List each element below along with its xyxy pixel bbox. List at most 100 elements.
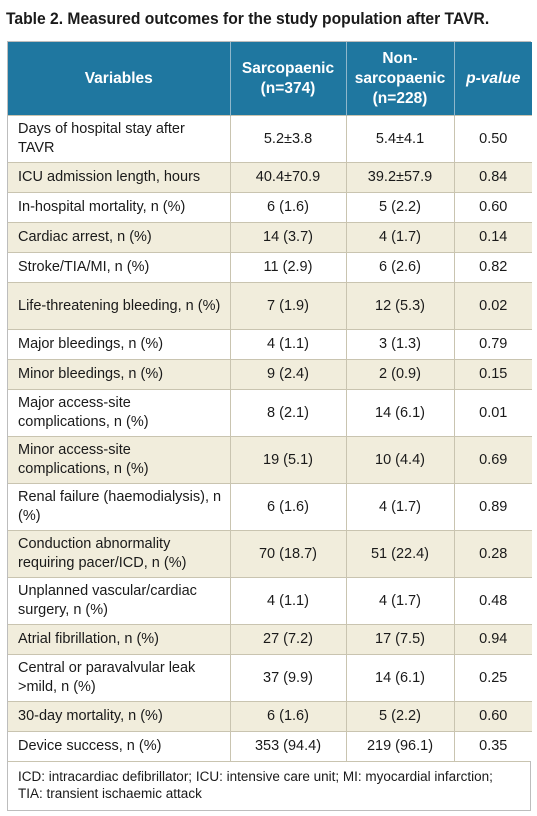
cell-p-value: 0.89	[453, 483, 532, 531]
cell-sarcopaenic: 6 (1.6)	[229, 483, 346, 531]
cell-sarcopaenic: 353 (94.4)	[229, 731, 346, 761]
header-non-label: sarcopaenic	[354, 69, 446, 87]
cell-sarcopaenic: 8 (2.1)	[229, 389, 346, 437]
table-row: 30-day mortality, n (%) 6 (1.6) 5 (2.2) 0.6…	[8, 701, 532, 732]
cell-sarcopaenic: 27 (7.2)	[229, 624, 346, 655]
cell-sarcopaenic: 37 (9.9)	[229, 654, 346, 702]
cell-variable: Atrial fibrillation, n (%)	[8, 624, 230, 655]
header-sarcopaenic: Sarcopaenic (n=374)	[229, 42, 346, 116]
cell-sarcopaenic: 19 (5.1)	[229, 436, 346, 484]
header-variables: Variables	[8, 42, 230, 116]
header-non-prefix: Non-	[382, 49, 418, 67]
cell-non-sarcopaenic: 3 (1.3)	[345, 329, 454, 360]
table-row: Life-threatening bleeding, n (%) 7 (1.9) 1…	[8, 282, 532, 330]
cell-p-value: 0.14	[453, 222, 532, 253]
cell-variable: Days of hospital stay after TAVR	[8, 115, 230, 163]
outcomes-table-container: Variables Sarcopaenic (n=374) Non- sarco…	[7, 41, 532, 811]
table-row: Unplanned vascular/cardiac surgery, n (%…	[8, 577, 532, 625]
cell-p-value: 0.50	[453, 115, 532, 163]
cell-non-sarcopaenic: 219 (96.1)	[345, 731, 454, 761]
cell-variable: Central or paravalvular leak >mild, n (%…	[8, 654, 230, 702]
outcomes-table: Variables Sarcopaenic (n=374) Non- sarco…	[8, 42, 532, 761]
cell-sarcopaenic: 6 (1.6)	[229, 701, 346, 732]
cell-sarcopaenic: 14 (3.7)	[229, 222, 346, 253]
cell-variable: Major bleedings, n (%)	[8, 329, 230, 360]
table-row: Central or paravalvular leak >mild, n (%…	[8, 654, 532, 702]
table-row: Major bleedings, n (%) 4 (1.1) 3 (1.3) 0.79	[8, 329, 532, 360]
cell-variable: Minor bleedings, n (%)	[8, 359, 230, 390]
cell-p-value: 0.02	[453, 282, 532, 330]
cell-sarcopaenic: 5.2±3.8	[229, 115, 346, 163]
cell-p-value: 0.60	[453, 701, 532, 732]
cell-p-value: 0.15	[453, 359, 532, 390]
table-header: Variables Sarcopaenic (n=374) Non- sarco…	[8, 42, 532, 116]
cell-non-sarcopaenic: 10 (4.4)	[345, 436, 454, 484]
header-sarcopaenic-n: (n=374)	[260, 79, 316, 97]
cell-non-sarcopaenic: 17 (7.5)	[345, 624, 454, 655]
header-non-n: (n=228)	[372, 89, 428, 107]
cell-sarcopaenic: 7 (1.9)	[229, 282, 346, 330]
cell-p-value: 0.25	[453, 654, 532, 702]
cell-non-sarcopaenic: 39.2±57.9	[345, 162, 454, 193]
table-row: Renal failure (haemodialysis), n (%) 6 (1…	[8, 483, 532, 531]
cell-variable: Renal failure (haemodialysis), n (%)	[8, 483, 230, 531]
cell-sarcopaenic: 70 (18.7)	[229, 530, 346, 578]
cell-non-sarcopaenic: 4 (1.7)	[345, 577, 454, 625]
cell-variable: Device success, n (%)	[8, 731, 230, 761]
cell-non-sarcopaenic: 4 (1.7)	[345, 483, 454, 531]
table-body: Days of hospital stay after TAVR 5.2±3.8 5…	[8, 115, 532, 761]
cell-variable: 30-day mortality, n (%)	[8, 701, 230, 732]
header-p-value: p-value	[453, 42, 532, 116]
cell-non-sarcopaenic: 4 (1.7)	[345, 222, 454, 253]
table-row: ICU admission length, hours 40.4±70.9 39.2…	[8, 162, 532, 193]
table-caption: Table 2. Measured outcomes for the study…	[6, 9, 490, 28]
cell-p-value: 0.69	[453, 436, 532, 484]
header-p-value-label: p-value	[466, 69, 521, 87]
cell-sarcopaenic: 11 (2.9)	[229, 252, 346, 283]
cell-p-value: 0.60	[453, 192, 532, 223]
cell-non-sarcopaenic: 2 (0.9)	[345, 359, 454, 390]
table-row: Stroke/TIA/MI, n (%) 11 (2.9) 6 (2.6) 0.82	[8, 252, 532, 283]
cell-sarcopaenic: 4 (1.1)	[229, 329, 346, 360]
cell-variable: Life-threatening bleeding, n (%)	[8, 282, 230, 330]
cell-variable: Unplanned vascular/cardiac surgery, n (%…	[8, 577, 230, 625]
header-non-sarcopaenic: Non- sarcopaenic (n=228)	[345, 42, 454, 116]
cell-variable: Conduction abnormality requiring pacer/I…	[8, 530, 230, 578]
cell-variable: Stroke/TIA/MI, n (%)	[8, 252, 230, 283]
cell-variable: ICU admission length, hours	[8, 162, 230, 193]
table-row: Major access-site complications, n (%) 8 …	[8, 389, 532, 437]
table-row: In-hospital mortality, n (%) 6 (1.6) 5 (2.…	[8, 192, 532, 223]
cell-non-sarcopaenic: 5 (2.2)	[345, 701, 454, 732]
cell-p-value: 0.28	[453, 530, 532, 578]
cell-non-sarcopaenic: 51 (22.4)	[345, 530, 454, 578]
cell-non-sarcopaenic: 6 (2.6)	[345, 252, 454, 283]
cell-sarcopaenic: 9 (2.4)	[229, 359, 346, 390]
table-footnote: ICD: intracardiac defibrillator; ICU: in…	[8, 761, 530, 810]
cell-variable: In-hospital mortality, n (%)	[8, 192, 230, 223]
cell-p-value: 0.01	[453, 389, 532, 437]
cell-non-sarcopaenic: 14 (6.1)	[345, 389, 454, 437]
cell-non-sarcopaenic: 12 (5.3)	[345, 282, 454, 330]
cell-non-sarcopaenic: 14 (6.1)	[345, 654, 454, 702]
table-row: Device success, n (%) 353 (94.4) 219 (96.1…	[8, 731, 532, 761]
cell-p-value: 0.94	[453, 624, 532, 655]
table-row: Atrial fibrillation, n (%) 27 (7.2) 17 (7.…	[8, 624, 532, 655]
table-row: Conduction abnormality requiring pacer/I…	[8, 530, 532, 578]
cell-p-value: 0.48	[453, 577, 532, 625]
cell-non-sarcopaenic: 5 (2.2)	[345, 192, 454, 223]
cell-p-value: 0.79	[453, 329, 532, 360]
header-sarcopaenic-label: Sarcopaenic	[241, 59, 335, 77]
cell-variable: Minor access-site complications, n (%)	[8, 436, 230, 484]
cell-p-value: 0.82	[453, 252, 532, 283]
table-row: Minor access-site complications, n (%) 19…	[8, 436, 532, 484]
cell-p-value: 0.84	[453, 162, 532, 193]
table-row: Days of hospital stay after TAVR 5.2±3.8 5…	[8, 115, 532, 163]
cell-sarcopaenic: 40.4±70.9	[229, 162, 346, 193]
cell-sarcopaenic: 4 (1.1)	[229, 577, 346, 625]
table-row: Cardiac arrest, n (%) 14 (3.7) 4 (1.7) 0.14	[8, 222, 532, 253]
cell-non-sarcopaenic: 5.4±4.1	[345, 115, 454, 163]
header-row: Variables Sarcopaenic (n=374) Non- sarco…	[8, 42, 532, 116]
table-row: Minor bleedings, n (%) 9 (2.4) 2 (0.9) 0.15	[8, 359, 532, 390]
cell-variable: Cardiac arrest, n (%)	[8, 222, 230, 253]
cell-variable: Major access-site complications, n (%)	[8, 389, 230, 437]
